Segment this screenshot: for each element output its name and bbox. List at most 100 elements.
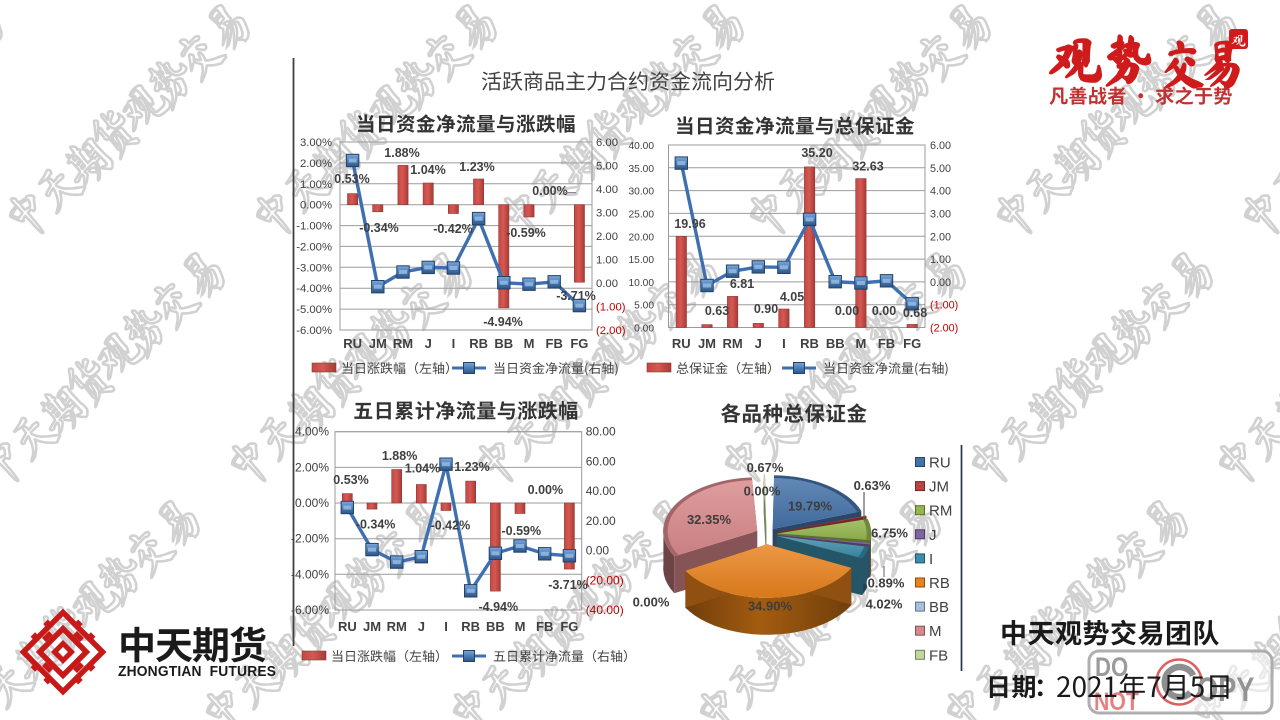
svg-text:19.96: 19.96 (674, 217, 705, 231)
svg-text:ZHONGTIAN FUTURES: ZHONGTIAN FUTURES (118, 664, 276, 681)
svg-text:J: J (425, 336, 432, 351)
svg-text:2.00%: 2.00% (300, 158, 332, 170)
svg-text:-5.00%: -5.00% (296, 304, 332, 316)
svg-text:80.00: 80.00 (586, 425, 616, 439)
svg-text:34.90%: 34.90% (748, 599, 793, 614)
svg-text:-4.00%: -4.00% (291, 567, 329, 581)
svg-text:M: M (515, 619, 526, 634)
svg-text:J: J (418, 619, 425, 634)
svg-text:(20.00): (20.00) (586, 573, 624, 587)
svg-text:1.23%: 1.23% (459, 160, 494, 174)
svg-text:0.00%: 0.00% (744, 484, 781, 499)
svg-text:0.00: 0.00 (586, 544, 610, 558)
svg-text:35.20: 35.20 (801, 146, 832, 160)
svg-text:32.63: 32.63 (852, 160, 883, 174)
svg-text:JM: JM (698, 336, 716, 351)
svg-text:0.00%: 0.00% (295, 496, 329, 510)
svg-text:3.00: 3.00 (930, 208, 951, 220)
svg-text:RU: RU (672, 336, 691, 351)
svg-text:0.89%: 0.89% (868, 576, 905, 591)
svg-text:1.00: 1.00 (596, 255, 618, 267)
svg-text:5.00: 5.00 (634, 301, 654, 312)
svg-text:BB: BB (486, 619, 505, 634)
svg-text:-3.71%: -3.71% (548, 578, 588, 592)
svg-text:M: M (929, 623, 942, 640)
svg-text:RB: RB (800, 336, 819, 351)
svg-text:10.00: 10.00 (629, 278, 655, 289)
svg-text:60.00: 60.00 (586, 454, 616, 468)
svg-text:1.88%: 1.88% (382, 449, 417, 463)
svg-text:FB: FB (929, 647, 948, 664)
svg-text:-4.94%: -4.94% (478, 600, 518, 614)
svg-text:J: J (755, 336, 762, 351)
svg-text:0.00%: 0.00% (528, 483, 563, 497)
svg-text:-6.00%: -6.00% (296, 325, 332, 337)
svg-text:5.00: 5.00 (930, 163, 951, 175)
svg-text:4.05: 4.05 (780, 290, 804, 304)
svg-text:FB: FB (536, 619, 553, 634)
svg-text:M: M (855, 336, 866, 351)
svg-text:6.00: 6.00 (930, 140, 951, 152)
svg-text:BB: BB (494, 336, 513, 351)
svg-text:-0.34%: -0.34% (359, 221, 399, 235)
svg-text:40.00: 40.00 (586, 484, 616, 498)
svg-text:6.81: 6.81 (730, 277, 754, 291)
svg-text:-1.00%: -1.00% (296, 221, 332, 233)
svg-text:3.00%: 3.00% (300, 137, 332, 149)
svg-text:2.00: 2.00 (930, 231, 951, 243)
svg-text:1.04%: 1.04% (405, 462, 440, 476)
svg-text:4.00%: 4.00% (295, 425, 329, 439)
svg-text:1.23%: 1.23% (454, 460, 489, 474)
svg-text:(2.00): (2.00) (596, 325, 626, 337)
svg-text:(40.00): (40.00) (586, 603, 624, 617)
svg-text:(1.00): (1.00) (930, 300, 958, 312)
svg-text:0.00%: 0.00% (300, 200, 332, 212)
svg-text:4.00: 4.00 (596, 184, 618, 196)
svg-text:(1.00): (1.00) (596, 302, 626, 314)
svg-text:35.00: 35.00 (629, 164, 655, 175)
svg-text:1.04%: 1.04% (410, 163, 445, 177)
svg-text:JM: JM (363, 619, 381, 634)
svg-text:RB: RB (469, 336, 488, 351)
svg-text:-4.00%: -4.00% (296, 283, 332, 295)
svg-text:I: I (444, 619, 448, 634)
svg-text:4.00: 4.00 (930, 186, 951, 198)
svg-text:-0.34%: -0.34% (356, 518, 396, 532)
svg-text:0.00: 0.00 (930, 277, 951, 289)
svg-text:20.00: 20.00 (629, 232, 655, 243)
svg-text:0.53%: 0.53% (333, 473, 368, 487)
svg-text:20.00: 20.00 (586, 514, 616, 528)
svg-text:1.00%: 1.00% (300, 179, 332, 191)
svg-text:4.02%: 4.02% (866, 597, 903, 612)
svg-text:15.00: 15.00 (629, 255, 655, 266)
svg-text:-2.00%: -2.00% (291, 532, 329, 546)
svg-text:JM: JM (929, 479, 949, 496)
svg-text:0.00%: 0.00% (532, 184, 567, 198)
svg-text:M: M (524, 336, 535, 351)
svg-text:1.88%: 1.88% (384, 146, 419, 160)
svg-text:RB: RB (929, 575, 950, 592)
svg-text:RM: RM (393, 336, 413, 351)
svg-text:-0.59%: -0.59% (506, 226, 546, 240)
svg-text:RU: RU (338, 619, 357, 634)
svg-text:40.00: 40.00 (629, 141, 655, 152)
svg-text:J: J (929, 527, 937, 544)
svg-text:FG: FG (570, 336, 588, 351)
svg-text:2.00%: 2.00% (295, 460, 329, 474)
svg-text:0.63%: 0.63% (854, 478, 891, 493)
svg-text:0.00: 0.00 (835, 304, 859, 318)
svg-text:-2.00%: -2.00% (296, 241, 332, 253)
svg-text:BB: BB (826, 336, 845, 351)
svg-text:6.00: 6.00 (596, 137, 618, 149)
svg-text:I: I (782, 336, 786, 351)
svg-text:0.68: 0.68 (903, 306, 927, 320)
svg-text:0.00: 0.00 (596, 278, 618, 290)
svg-text:0.00: 0.00 (872, 304, 896, 318)
svg-text:RM: RM (387, 619, 407, 634)
svg-text:RU: RU (929, 455, 951, 472)
svg-text:32.35%: 32.35% (687, 512, 732, 527)
svg-text:FG: FG (560, 619, 578, 634)
svg-text:FB: FB (878, 336, 895, 351)
svg-text:0.00%: 0.00% (633, 595, 670, 610)
svg-text:-0.42%: -0.42% (433, 222, 473, 236)
